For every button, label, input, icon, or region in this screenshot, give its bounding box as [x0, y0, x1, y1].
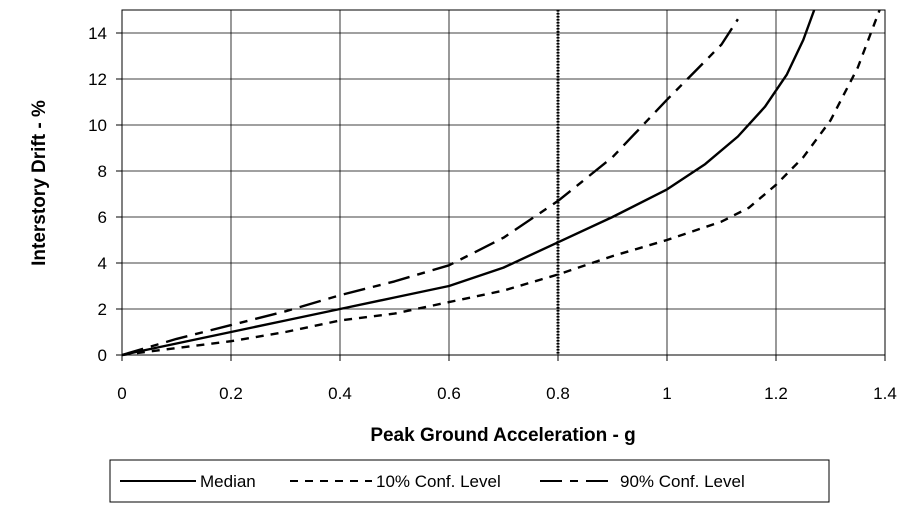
- y-tick-label: 2: [98, 300, 107, 319]
- series-line-90pct: [121, 18, 739, 357]
- tick-labels: 0 0.2 0.4 0.6 0.8 1 1.2 1.4 0 2 4 6 8 10 12 14: [88, 24, 897, 403]
- x-tick-label: 0.2: [219, 384, 243, 403]
- legend-box: [109, 459, 830, 503]
- x-tick-label: 0.4: [328, 384, 352, 403]
- x-tick-label: 1.4: [873, 384, 897, 403]
- y-tick-label: 12: [88, 70, 107, 89]
- y-tick-label: 10: [88, 116, 107, 135]
- x-tick-label: 1: [662, 384, 671, 403]
- legend-label-median: Median: [200, 472, 256, 491]
- y-tick-label: 8: [98, 162, 107, 181]
- x-tick-label: 1.2: [764, 384, 788, 403]
- legend: Median 10% Conf. Level 90% Conf. Level: [109, 459, 830, 503]
- gridlines: [122, 10, 886, 355]
- x-axis-title: Peak Ground Acceleration - g: [370, 425, 635, 446]
- y-tick-label: 4: [98, 254, 107, 273]
- legend-label-90pct: 90% Conf. Level: [620, 472, 745, 491]
- y-tick-label: 14: [88, 24, 107, 43]
- x-tick-label: 0.6: [437, 384, 461, 403]
- plot-area: [121, 9, 886, 356]
- legend-label-10pct: 10% Conf. Level: [376, 472, 501, 491]
- series-line-10pct: [121, 9, 881, 357]
- y-axis-title: Interstory Drift - %: [29, 100, 50, 266]
- series-lines: [121, 9, 881, 357]
- x-tick-label: 0.8: [546, 384, 570, 403]
- y-tick-label: 0: [98, 346, 107, 365]
- series-line-median: [121, 9, 816, 357]
- x-tick-label: 0: [117, 384, 126, 403]
- y-tick-label: 6: [98, 208, 107, 227]
